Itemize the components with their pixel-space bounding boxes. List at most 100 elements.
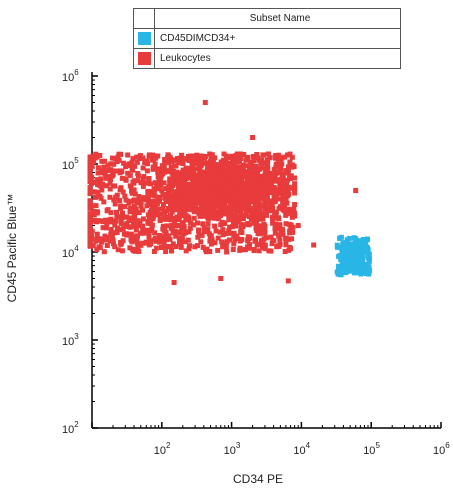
data-point [367,268,373,273]
data-point [124,223,130,229]
data-point [348,268,353,274]
data-point [156,186,162,192]
data-point [164,223,170,229]
data-point [275,226,281,232]
data-point [231,241,237,247]
data-point [354,258,360,264]
data-point [279,226,285,232]
data-point [352,267,358,273]
data-point [360,257,366,263]
data-point [145,188,151,194]
data-point [179,235,185,241]
data-point [143,180,149,186]
data-point [284,200,290,206]
data-point [119,248,125,254]
data-point [183,181,189,187]
data-point [233,207,238,213]
data-point [121,160,127,166]
data-point [168,206,174,212]
data-point [336,263,342,269]
data-point [120,226,126,232]
data-point [184,204,190,210]
data-point [257,207,263,213]
data-point [211,187,216,193]
data-point [173,233,179,239]
data-point [144,158,150,164]
data-point [247,190,253,196]
legend: Subset Name CD45DIMCD34+ Leukocytes [133,8,401,69]
x-axis: 102 103 104 105 106 [91,422,450,457]
data-point [87,215,93,220]
data-point [111,161,117,167]
data-point [173,223,179,229]
data-point [214,196,220,202]
data-point [260,212,266,218]
data-point [284,211,290,217]
data-point [351,256,357,262]
data-point [171,280,177,285]
data-point [155,167,161,173]
data-point [290,229,296,235]
data-point [342,245,348,251]
data-point [270,206,276,212]
data-point [98,182,104,188]
data-point [113,168,119,174]
data-point [280,189,285,195]
data-point [232,185,238,190]
data-point [148,181,154,187]
data-point [201,225,207,231]
data-point [117,214,123,220]
data-point [170,182,175,188]
data-point [118,203,124,209]
data-point [265,159,271,165]
data-point [159,245,164,250]
data-point [262,231,268,237]
data-point [153,235,158,241]
data-point [257,223,263,229]
data-point [116,157,122,163]
data-point [117,168,123,174]
data-point [240,162,246,168]
data-point [87,222,93,228]
data-point [138,180,144,186]
data-point [276,205,282,211]
data-point [289,164,295,170]
data-point [138,203,144,209]
data-point [110,168,115,174]
data-point [247,214,252,220]
data-point [140,183,146,189]
data-point [175,156,180,161]
data-point [247,165,253,171]
data-point [200,199,206,205]
data-point [357,249,363,255]
data-point [150,216,156,222]
data-point [364,270,370,276]
data-point [96,244,102,250]
data-point [99,168,105,174]
data-point [126,218,132,224]
data-point [240,224,246,230]
legend-label: Leukocytes [154,48,401,69]
data-point [105,162,111,168]
data-point [168,197,174,203]
data-point [362,267,368,273]
data-point [178,209,184,215]
data-point [186,229,192,235]
data-point [238,186,244,192]
data-point [103,175,109,181]
data-point [220,232,226,238]
data-point [360,237,366,242]
data-point [287,151,293,157]
data-point [287,176,293,182]
data-point [292,181,298,187]
data-point [153,245,159,251]
y-tick-label: 104 [62,244,79,260]
data-point [207,151,213,157]
data-point [132,211,138,217]
data-point [88,204,94,210]
data-point [273,209,279,215]
data-point [252,238,258,244]
data-point [87,211,93,217]
data-point [255,195,260,201]
